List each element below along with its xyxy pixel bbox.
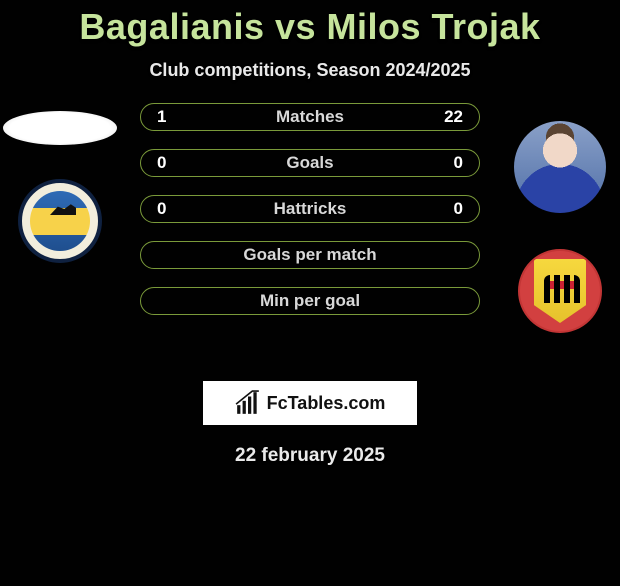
stats-list: 1Matches220Goals00Hattricks0Goals per ma… [140, 103, 480, 315]
stat-left-value: 0 [157, 153, 193, 173]
right-player-column [500, 103, 620, 333]
comparison-body: 1Matches220Goals00Hattricks0Goals per ma… [0, 103, 620, 363]
left-player-column [0, 103, 120, 263]
stat-row: 0Goals0 [140, 149, 480, 177]
watermark-text: FcTables.com [267, 393, 386, 414]
stat-label: Matches [193, 107, 427, 127]
date-text: 22 february 2025 [0, 445, 620, 467]
subtitle: Club competitions, Season 2024/2025 [0, 60, 620, 81]
stat-row: 1Matches22 [140, 103, 480, 131]
bar-chart-icon [235, 390, 261, 416]
stat-right-value: 0 [427, 199, 463, 219]
right-club-badge [518, 249, 602, 333]
stat-row: Goals per match [140, 241, 480, 269]
page-title: Bagalianis vs Milos Trojak [0, 6, 620, 48]
stat-label: Min per goal [193, 291, 427, 311]
stat-row: Min per goal [140, 287, 480, 315]
right-player-avatar [514, 121, 606, 213]
stat-label: Goals per match [193, 245, 427, 265]
left-player-avatar-placeholder [3, 111, 117, 145]
left-club-badge [18, 179, 102, 263]
stat-left-value: 1 [157, 107, 193, 127]
stat-row: 0Hattricks0 [140, 195, 480, 223]
stat-right-value: 0 [427, 153, 463, 173]
watermark: FcTables.com [203, 381, 417, 425]
stat-left-value: 0 [157, 199, 193, 219]
stat-label: Hattricks [193, 199, 427, 219]
stat-label: Goals [193, 153, 427, 173]
stat-right-value: 22 [427, 107, 463, 127]
